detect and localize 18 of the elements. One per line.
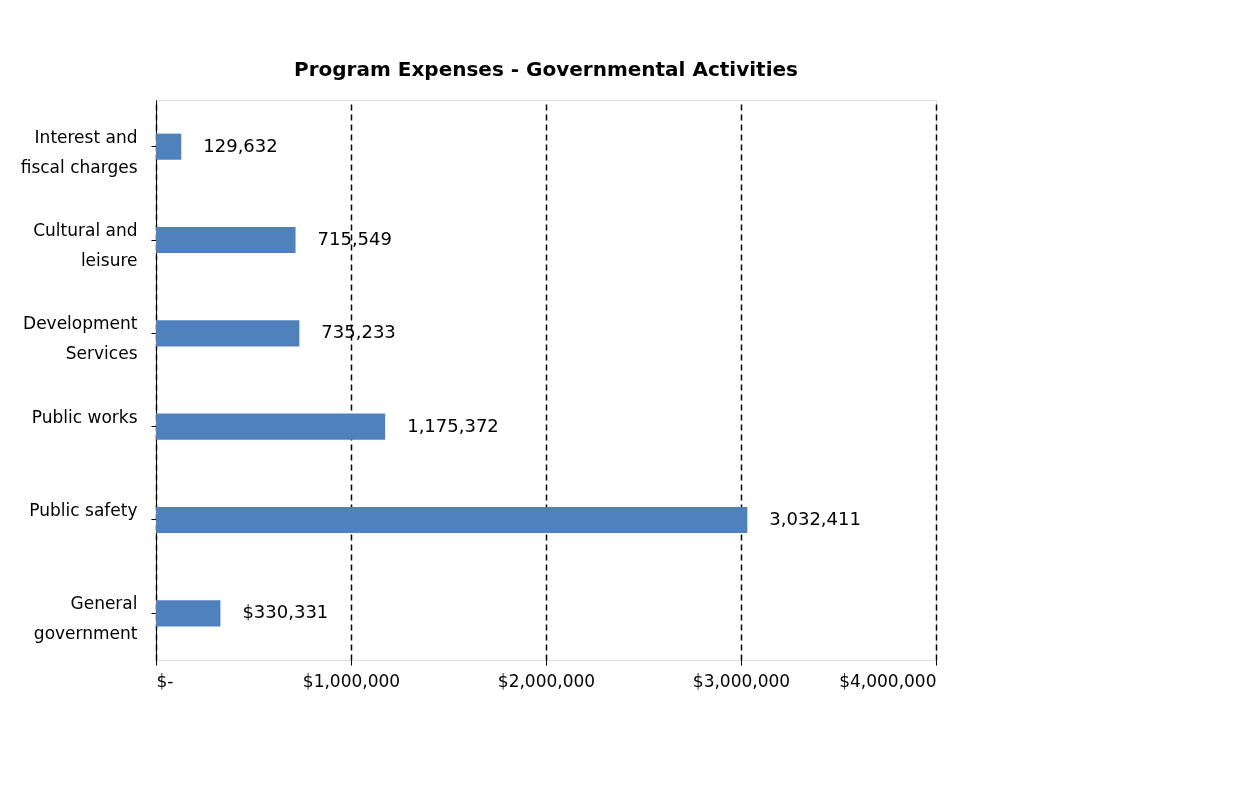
chart-title: Program Expenses - Governmental Activities — [294, 57, 798, 81]
x-tick-label: $1,000,000 — [302, 670, 401, 691]
data-label: 1,175,372 — [407, 414, 499, 436]
data-label: 3,032,411 — [769, 508, 861, 529]
x-tick-label: $3,000,000 — [692, 670, 791, 691]
x-tick-label: $4,000,000 — [839, 670, 937, 691]
y-tick-label: Interest and fiscal charges — [20, 126, 138, 177]
y-tick-label: Public works — [31, 406, 138, 427]
y-tick-label: Cultural and leisure — [33, 220, 138, 270]
data-label: 715,549 — [317, 228, 392, 249]
y-tick-label: General government — [33, 593, 138, 644]
y-tick-label: Development Services — [23, 313, 138, 364]
x-tick-label: $2,000,000 — [497, 670, 596, 691]
x-tick-label: $- — [156, 670, 174, 691]
y-tick-label: Public safety — [29, 500, 138, 520]
data-label: 129,632 — [203, 134, 278, 156]
data-label: $330,331 — [242, 601, 329, 623]
data-label: 735,233 — [321, 321, 396, 343]
